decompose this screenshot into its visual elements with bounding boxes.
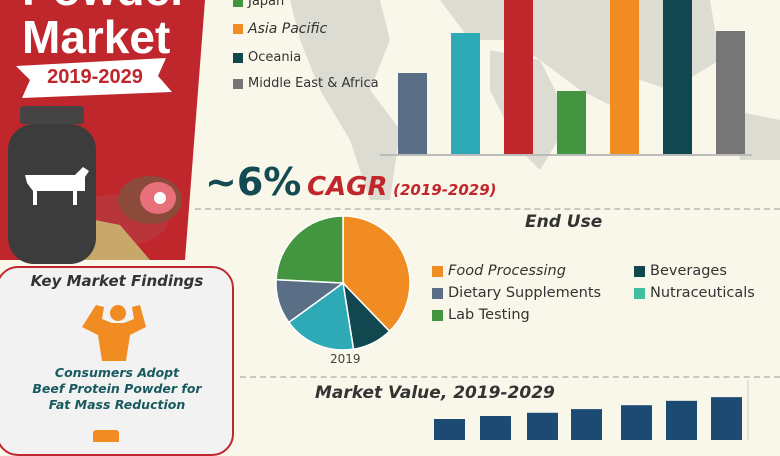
cagr-headline: ~6% CAGR (2019-2029) — [205, 160, 497, 204]
legend-middle-east-africa: Middle East & Africa — [233, 76, 379, 91]
region-bar — [610, 0, 639, 155]
end-use-legend: Food Processing Beverages Dietary Suppleme… — [432, 263, 772, 323]
market-value-bar-chart — [434, 380, 749, 440]
divider — [240, 376, 780, 378]
pie-caption: 2019 — [330, 352, 361, 366]
divider — [195, 208, 780, 210]
title-line2: Market — [22, 11, 171, 63]
pie-slice — [275, 215, 344, 284]
market-value-bar — [480, 416, 511, 440]
region-bar-chart — [380, 0, 752, 156]
legend-item: Food Processing — [432, 263, 634, 279]
cow-icon — [25, 167, 89, 205]
period-label: 2019-2029 — [47, 66, 143, 88]
market-value-title: Market Value, 2019-2029 — [315, 383, 555, 403]
legend-item: Dietary Supplements — [432, 285, 634, 301]
region-bar — [398, 73, 427, 155]
region-bar — [451, 33, 480, 155]
muscle-man-icon — [82, 305, 146, 361]
cagr-label: CAGR — [306, 172, 388, 202]
finding-text: Consumers Adopt Beef Protein Powder for Fa… — [32, 365, 202, 412]
region-bar — [663, 0, 692, 155]
market-value-bar — [571, 409, 602, 440]
protein-jar-illustration — [8, 106, 182, 264]
market-value-bar — [527, 412, 558, 440]
pie-slice — [287, 281, 355, 351]
market-value-bar — [434, 419, 465, 440]
legend-item: Nutraceuticals — [634, 285, 774, 301]
cagr-value: ~6% — [205, 160, 302, 204]
title-line1: Powder — [22, 0, 188, 12]
end-use-title: End Use — [525, 212, 603, 232]
period-ribbon — [16, 58, 172, 98]
legend-item: Beverages — [634, 263, 774, 279]
market-value-bar — [711, 397, 742, 440]
market-value-bar — [666, 400, 697, 440]
end-use-pie-chart — [275, 215, 411, 351]
key-findings-title: Key Market Findings — [30, 272, 204, 290]
finding-icon-2 — [93, 430, 119, 442]
legend-japan: Japan — [233, 0, 284, 9]
key-findings-panel — [0, 266, 234, 456]
region-bar — [716, 31, 745, 155]
region-bar — [557, 91, 586, 155]
cagr-period: (2019-2029) — [393, 181, 497, 199]
region-bar — [504, 0, 533, 155]
legend-oceania: Oceania — [233, 50, 301, 65]
pie-slice — [342, 215, 411, 333]
legend-asia-pacific: Asia Pacific — [233, 21, 327, 37]
market-value-bar — [621, 405, 652, 440]
legend-item: Lab Testing — [432, 307, 634, 323]
